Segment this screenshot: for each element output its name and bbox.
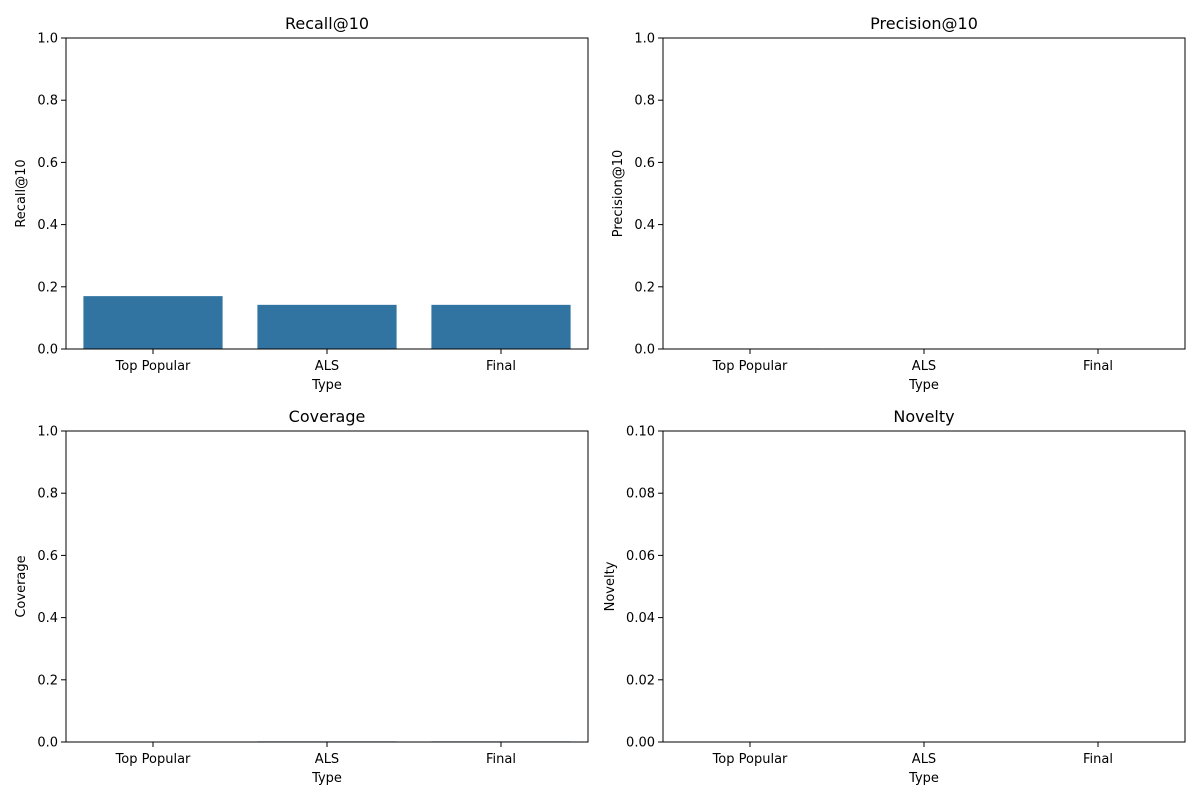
y-tick-label: 0.2 [37, 673, 58, 688]
y-tick-label: 0.0 [634, 343, 655, 358]
x-tick-label: Top Popular [712, 752, 788, 767]
x-tick-label: ALS [912, 359, 936, 374]
y-tick-label: 0.0 [37, 736, 58, 751]
plot-frame [65, 430, 589, 743]
y-tick-label: 0.2 [37, 280, 58, 295]
plot-frame [662, 37, 1186, 350]
x-tick-label: Top Popular [115, 752, 191, 767]
x-tick-label: Final [1083, 752, 1113, 767]
x-tick-label: Final [486, 359, 516, 374]
y-tick-label: 1.0 [634, 32, 655, 47]
y-tick-label: 1.0 [37, 425, 58, 440]
x-axis-label: Type [311, 378, 342, 393]
plot-frame [662, 430, 1186, 743]
y-axis-label: Coverage [14, 555, 29, 617]
y-tick-label: 0.2 [634, 280, 655, 295]
y-tick-label: 0.6 [634, 156, 655, 171]
y-tick-label: 0.8 [37, 94, 58, 109]
y-tick-label: 0.04 [626, 611, 655, 626]
y-tick-label: 0.08 [626, 487, 655, 502]
bar [257, 304, 397, 349]
x-tick-label: Final [486, 752, 516, 767]
x-tick-label: Top Popular [712, 359, 788, 374]
x-tick-label: Top Popular [115, 359, 191, 374]
x-tick-label: Final [1083, 359, 1113, 374]
chart-title: Coverage [289, 407, 366, 426]
y-tick-label: 0.4 [37, 611, 58, 626]
y-tick-label: 0.10 [626, 425, 655, 440]
x-tick-label: ALS [912, 752, 936, 767]
coverage-chart: 0.0 0.2 0.4 0.6 0.8 1.0 Top Popular ALS Final Typ… [14, 407, 589, 786]
chart-title: Recall@10 [285, 14, 369, 33]
x-axis-label: Type [311, 771, 342, 786]
bar [83, 296, 223, 349]
novelty-chart: 0.00 0.02 0.04 0.06 0.08 0.10 Top Popular ALS Fi… [603, 407, 1186, 786]
y-axis-label: Precision@10 [611, 150, 626, 238]
x-axis-label: Type [908, 771, 939, 786]
y-tick-label: 1.0 [37, 32, 58, 47]
y-tick-label: 0.4 [37, 218, 58, 233]
chart-title: Precision@10 [870, 14, 978, 33]
y-tick-label: 0.00 [626, 736, 655, 751]
y-axis-label: Novelty [603, 561, 618, 611]
y-tick-label: 0.8 [634, 94, 655, 109]
x-tick-label: ALS [315, 359, 339, 374]
bar [431, 304, 571, 349]
y-tick-label: 0.4 [634, 218, 655, 233]
x-axis-label: Type [908, 378, 939, 393]
chart-title: Novelty [893, 407, 954, 426]
y-tick-label: 0.06 [626, 549, 655, 564]
recall-chart: 0.0 0.2 0.4 0.6 0.8 1.0 Top Popular ALS Final Typ… [14, 14, 589, 393]
x-tick-label: ALS [315, 752, 339, 767]
y-tick-label: 0.0 [37, 343, 58, 358]
y-axis-label: Recall@10 [14, 159, 29, 227]
y-tick-label: 0.02 [626, 673, 655, 688]
y-tick-label: 0.6 [37, 549, 58, 564]
y-tick-label: 0.6 [37, 156, 58, 171]
y-tick-label: 0.8 [37, 487, 58, 502]
precision-chart: 0.0 0.2 0.4 0.6 0.8 1.0 Top Popular ALS Final Typ… [611, 14, 1186, 393]
